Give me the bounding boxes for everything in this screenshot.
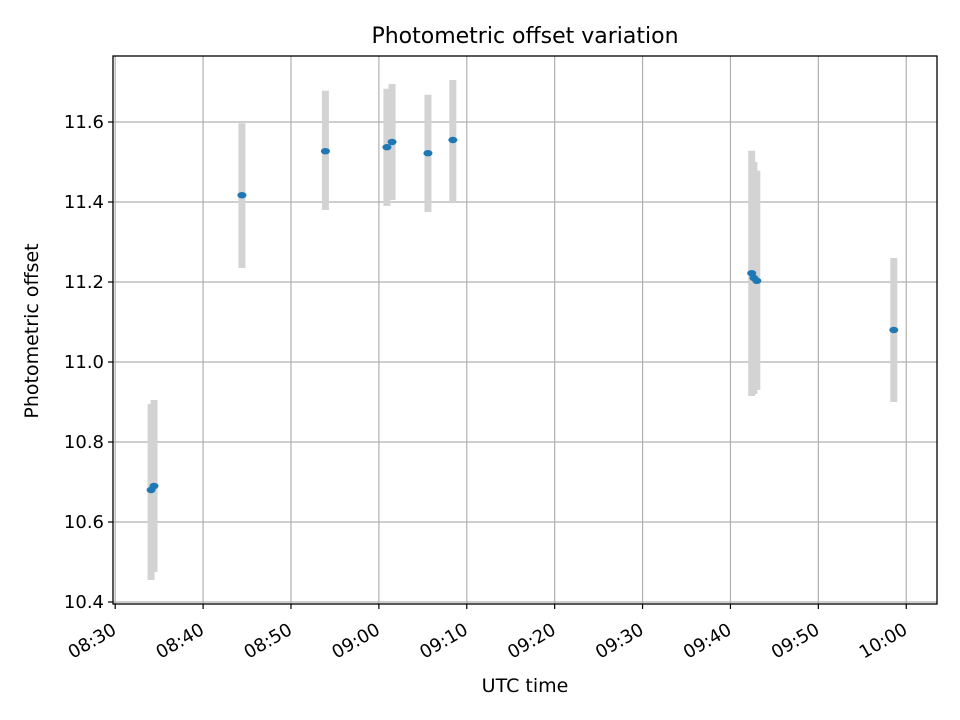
data-point — [388, 139, 397, 145]
data-point — [889, 327, 898, 333]
y-tick-label: 11.0 — [64, 352, 104, 373]
y-tick-label: 11.6 — [64, 112, 104, 133]
data-point — [237, 192, 246, 198]
x-axis-label: UTC time — [482, 675, 569, 697]
data-point — [150, 483, 159, 489]
data-point — [752, 278, 761, 284]
y-tick-label: 11.2 — [64, 272, 104, 293]
data-point — [448, 137, 457, 143]
y-axis-label: Photometric offset — [21, 243, 43, 418]
data-point — [423, 150, 432, 156]
data-point — [321, 148, 330, 154]
chart-title: Photometric offset variation — [371, 24, 678, 49]
y-tick-label: 10.6 — [64, 512, 104, 533]
y-tick-label: 11.4 — [64, 192, 104, 213]
y-tick-label: 10.4 — [64, 592, 104, 613]
y-tick-label: 10.8 — [64, 432, 104, 453]
data-point — [382, 144, 391, 150]
